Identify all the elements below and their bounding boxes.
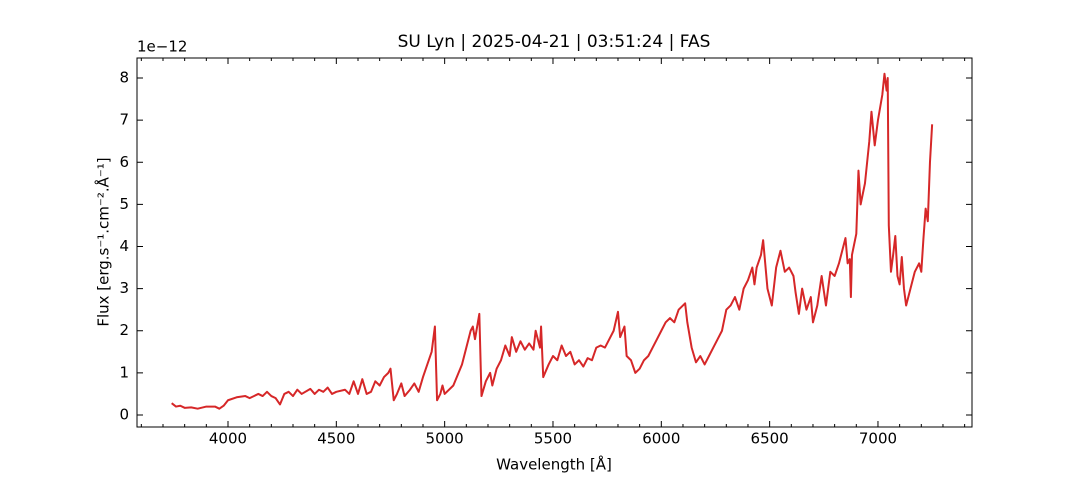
y-axis-label: Flux [erg.s⁻¹.cm⁻².Å⁻¹] <box>94 157 113 326</box>
y-tick-label: 8 <box>119 69 129 87</box>
y-tick-label: 5 <box>119 195 129 213</box>
x-tick-label: 4000 <box>209 430 247 448</box>
x-axis-label: Wavelength [Å] <box>496 455 612 474</box>
chart-title: SU Lyn | 2025-04-21 | 03:51:24 | FAS <box>398 32 711 52</box>
y-tick-label: 1 <box>119 363 129 381</box>
y-tick-label: 4 <box>119 237 129 255</box>
y-tick-label: 7 <box>119 111 129 129</box>
spectrum-line <box>171 72 934 410</box>
x-tick-label: 7000 <box>859 430 897 448</box>
plot-frame <box>136 57 973 428</box>
x-tick-label: 4500 <box>317 430 355 448</box>
x-tick-label: 6000 <box>642 430 680 448</box>
x-tick-label: 6500 <box>751 430 789 448</box>
y-tick-label: 6 <box>119 153 129 171</box>
y-tick-label: 0 <box>119 405 129 423</box>
y-tick-label: 2 <box>119 321 129 339</box>
y-tick-label: 3 <box>119 279 129 297</box>
x-tick-label: 5500 <box>534 430 572 448</box>
y-offset-label: 1e−12 <box>137 38 187 56</box>
x-tick-label: 5000 <box>426 430 464 448</box>
